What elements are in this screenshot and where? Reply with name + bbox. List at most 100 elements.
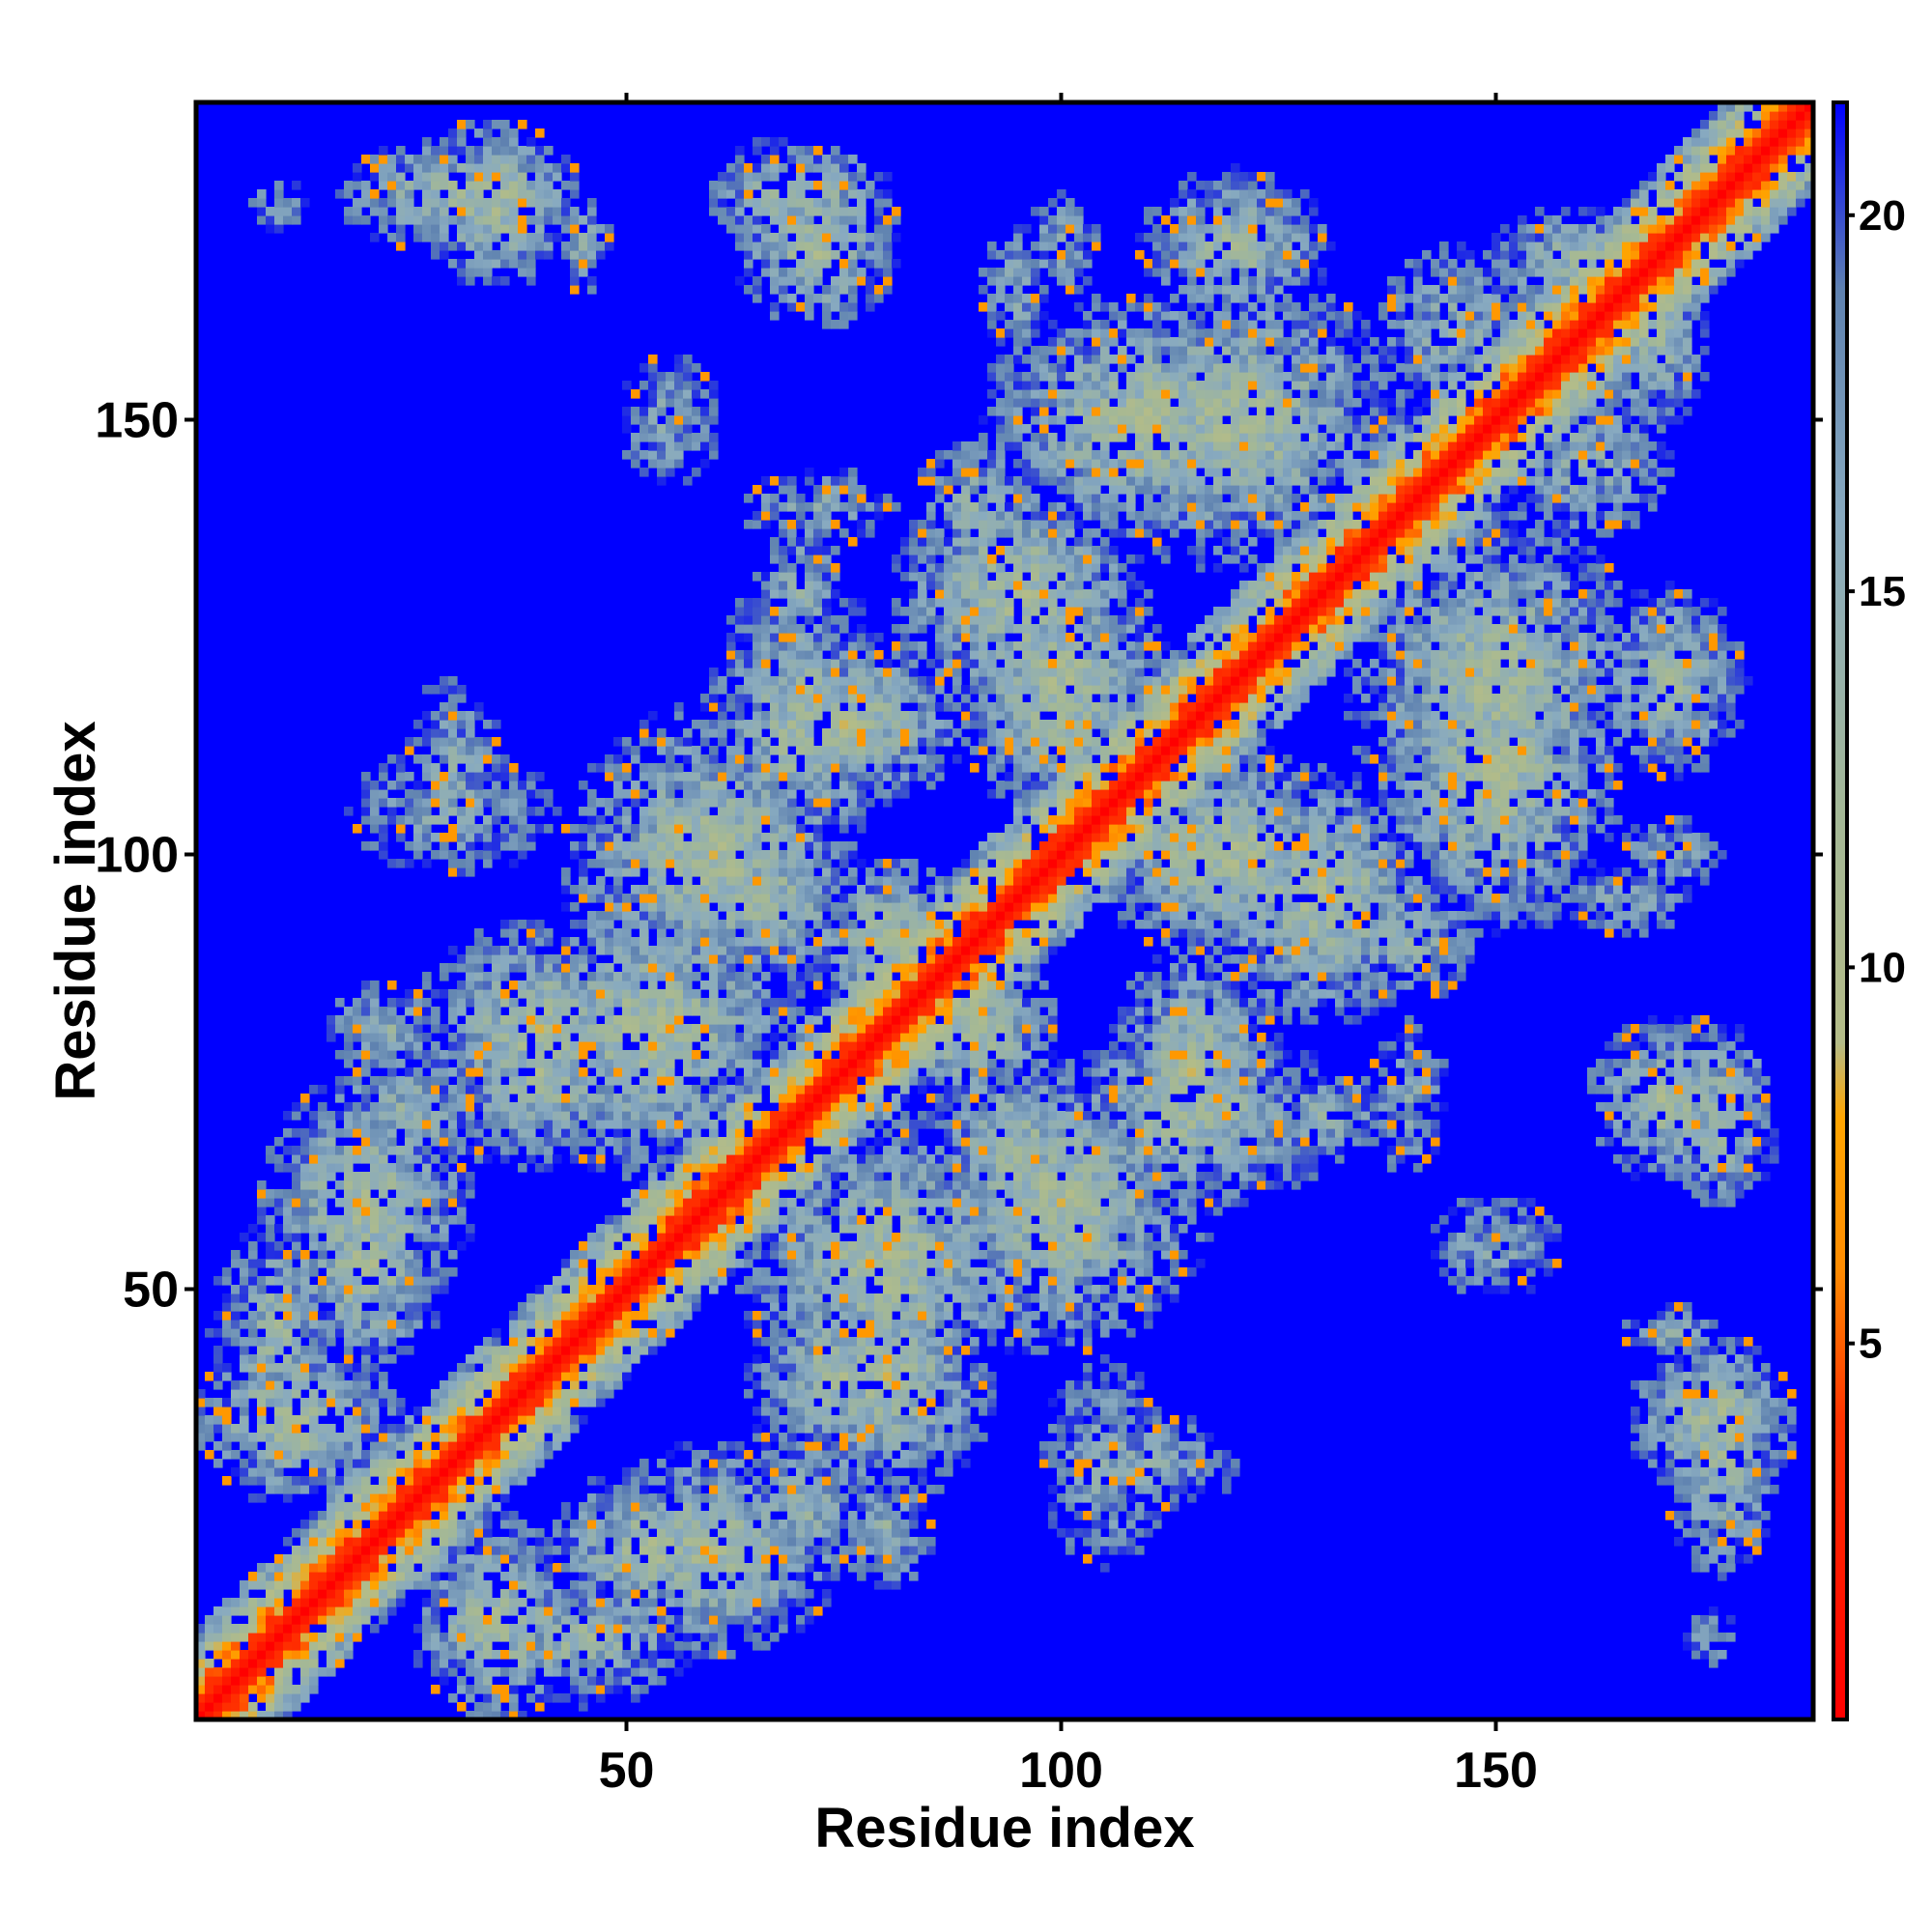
heatmap-cell bbox=[587, 1633, 597, 1642]
heatmap-cell bbox=[483, 198, 493, 208]
heatmap-cell bbox=[440, 1085, 449, 1094]
heatmap-cell bbox=[1118, 1546, 1127, 1555]
heatmap-cell bbox=[796, 1441, 806, 1451]
heatmap-cell bbox=[1657, 1372, 1666, 1381]
heatmap-cell bbox=[692, 1302, 701, 1312]
heatmap-cell bbox=[883, 1580, 893, 1590]
heatmap-cell bbox=[257, 1641, 267, 1651]
heatmap-cell bbox=[596, 1007, 606, 1016]
heatmap-cell bbox=[822, 1337, 832, 1347]
heatmap-cell bbox=[457, 980, 467, 990]
heatmap-cell bbox=[692, 1511, 701, 1520]
heatmap-cell bbox=[387, 1293, 397, 1303]
heatmap-cell bbox=[779, 1389, 788, 1399]
heatmap-cell bbox=[474, 1406, 484, 1416]
heatmap-cell bbox=[413, 1276, 423, 1286]
heatmap-cell bbox=[735, 1459, 745, 1468]
heatmap-cell bbox=[605, 1650, 614, 1660]
heatmap-cell bbox=[387, 998, 397, 1008]
heatmap-cell bbox=[544, 1572, 554, 1581]
heatmap-cell bbox=[561, 1398, 571, 1407]
heatmap-cell bbox=[874, 1441, 884, 1451]
heatmap-cell bbox=[274, 1154, 284, 1164]
heatmap-cell bbox=[405, 1285, 414, 1294]
heatmap-cell bbox=[231, 1633, 241, 1642]
heatmap-cell bbox=[300, 1094, 310, 1103]
heatmap-cell bbox=[587, 215, 597, 225]
heatmap-cell bbox=[631, 1493, 640, 1503]
heatmap-cell bbox=[648, 1659, 658, 1668]
heatmap-cell bbox=[353, 1259, 362, 1268]
heatmap-cell bbox=[648, 1650, 658, 1660]
heatmap-cell bbox=[431, 1485, 440, 1494]
heatmap-cell bbox=[422, 172, 432, 182]
heatmap-cell bbox=[405, 1128, 414, 1138]
heatmap-cell bbox=[448, 1554, 458, 1564]
heatmap-cell bbox=[787, 1476, 797, 1486]
heatmap-cell bbox=[596, 1085, 606, 1094]
heatmap-cell bbox=[448, 1102, 458, 1112]
heatmap-cell bbox=[535, 1702, 545, 1712]
heatmap-cell bbox=[370, 1328, 380, 1338]
heatmap-cell bbox=[240, 1659, 249, 1668]
heatmap-cell bbox=[822, 1441, 832, 1451]
heatmap-cell bbox=[1065, 1493, 1075, 1503]
heatmap-cell bbox=[1691, 1328, 1701, 1338]
heatmap-cell bbox=[318, 1320, 327, 1329]
heatmap-cell bbox=[526, 1293, 536, 1303]
heatmap-cell bbox=[526, 268, 536, 277]
heatmap-cell bbox=[335, 1459, 345, 1468]
heatmap-cell bbox=[796, 1346, 806, 1355]
heatmap-cell bbox=[509, 980, 519, 990]
heatmap-cell bbox=[483, 798, 493, 808]
heatmap-cell bbox=[683, 1485, 693, 1494]
heatmap-cell bbox=[292, 1250, 301, 1260]
heatmap-cell bbox=[509, 207, 519, 216]
heatmap-cell bbox=[1631, 1424, 1640, 1434]
heatmap-cell bbox=[605, 1485, 614, 1494]
heatmap-cell bbox=[613, 1572, 623, 1581]
heatmap-cell bbox=[553, 1433, 562, 1442]
heatmap-cell bbox=[492, 1502, 501, 1512]
heatmap-cell bbox=[596, 1067, 606, 1077]
heatmap-cell bbox=[413, 1050, 423, 1060]
heatmap-cell bbox=[779, 1398, 788, 1407]
heatmap-cell bbox=[283, 1476, 293, 1486]
heatmap-cell bbox=[457, 1424, 467, 1434]
heatmap-cell bbox=[753, 1433, 762, 1442]
heatmap-cell bbox=[1691, 1406, 1701, 1416]
heatmap-cell bbox=[570, 1676, 580, 1686]
heatmap-cell bbox=[900, 1502, 910, 1512]
heatmap-cell bbox=[1683, 1641, 1692, 1651]
heatmap-cell bbox=[379, 1215, 388, 1225]
heatmap-cell bbox=[535, 928, 545, 938]
heatmap-cell bbox=[779, 1415, 788, 1425]
heatmap-cell bbox=[283, 1537, 293, 1547]
heatmap-cell bbox=[535, 824, 545, 834]
heatmap-cell bbox=[370, 1050, 380, 1060]
heatmap-cell bbox=[1709, 1398, 1719, 1407]
heatmap-cell bbox=[353, 1502, 362, 1512]
heatmap-cell bbox=[422, 1598, 432, 1607]
heatmap-cell bbox=[535, 980, 545, 990]
heatmap-cell bbox=[926, 1346, 936, 1355]
heatmap-cell bbox=[796, 1580, 806, 1590]
heatmap-cell bbox=[1691, 1363, 1701, 1373]
heatmap-cell bbox=[335, 1198, 345, 1208]
heatmap-cell bbox=[431, 720, 440, 729]
heatmap-cell bbox=[466, 972, 475, 981]
heatmap-cell bbox=[222, 1633, 232, 1642]
heatmap-cell bbox=[1718, 1459, 1727, 1468]
heatmap-cell bbox=[405, 1433, 414, 1442]
heatmap-cell bbox=[770, 1337, 780, 1347]
heatmap-cell bbox=[440, 1241, 449, 1251]
heatmap-cell bbox=[318, 1172, 327, 1181]
heatmap-cell bbox=[300, 1311, 310, 1321]
heatmap-cell bbox=[596, 1598, 606, 1607]
heatmap-cell bbox=[405, 815, 414, 825]
heatmap-cell bbox=[509, 1137, 519, 1147]
heatmap-cell bbox=[431, 1572, 440, 1581]
heatmap-cell bbox=[839, 1493, 849, 1503]
heatmap-cell bbox=[1761, 1459, 1771, 1468]
heatmap-cell bbox=[440, 1633, 449, 1642]
